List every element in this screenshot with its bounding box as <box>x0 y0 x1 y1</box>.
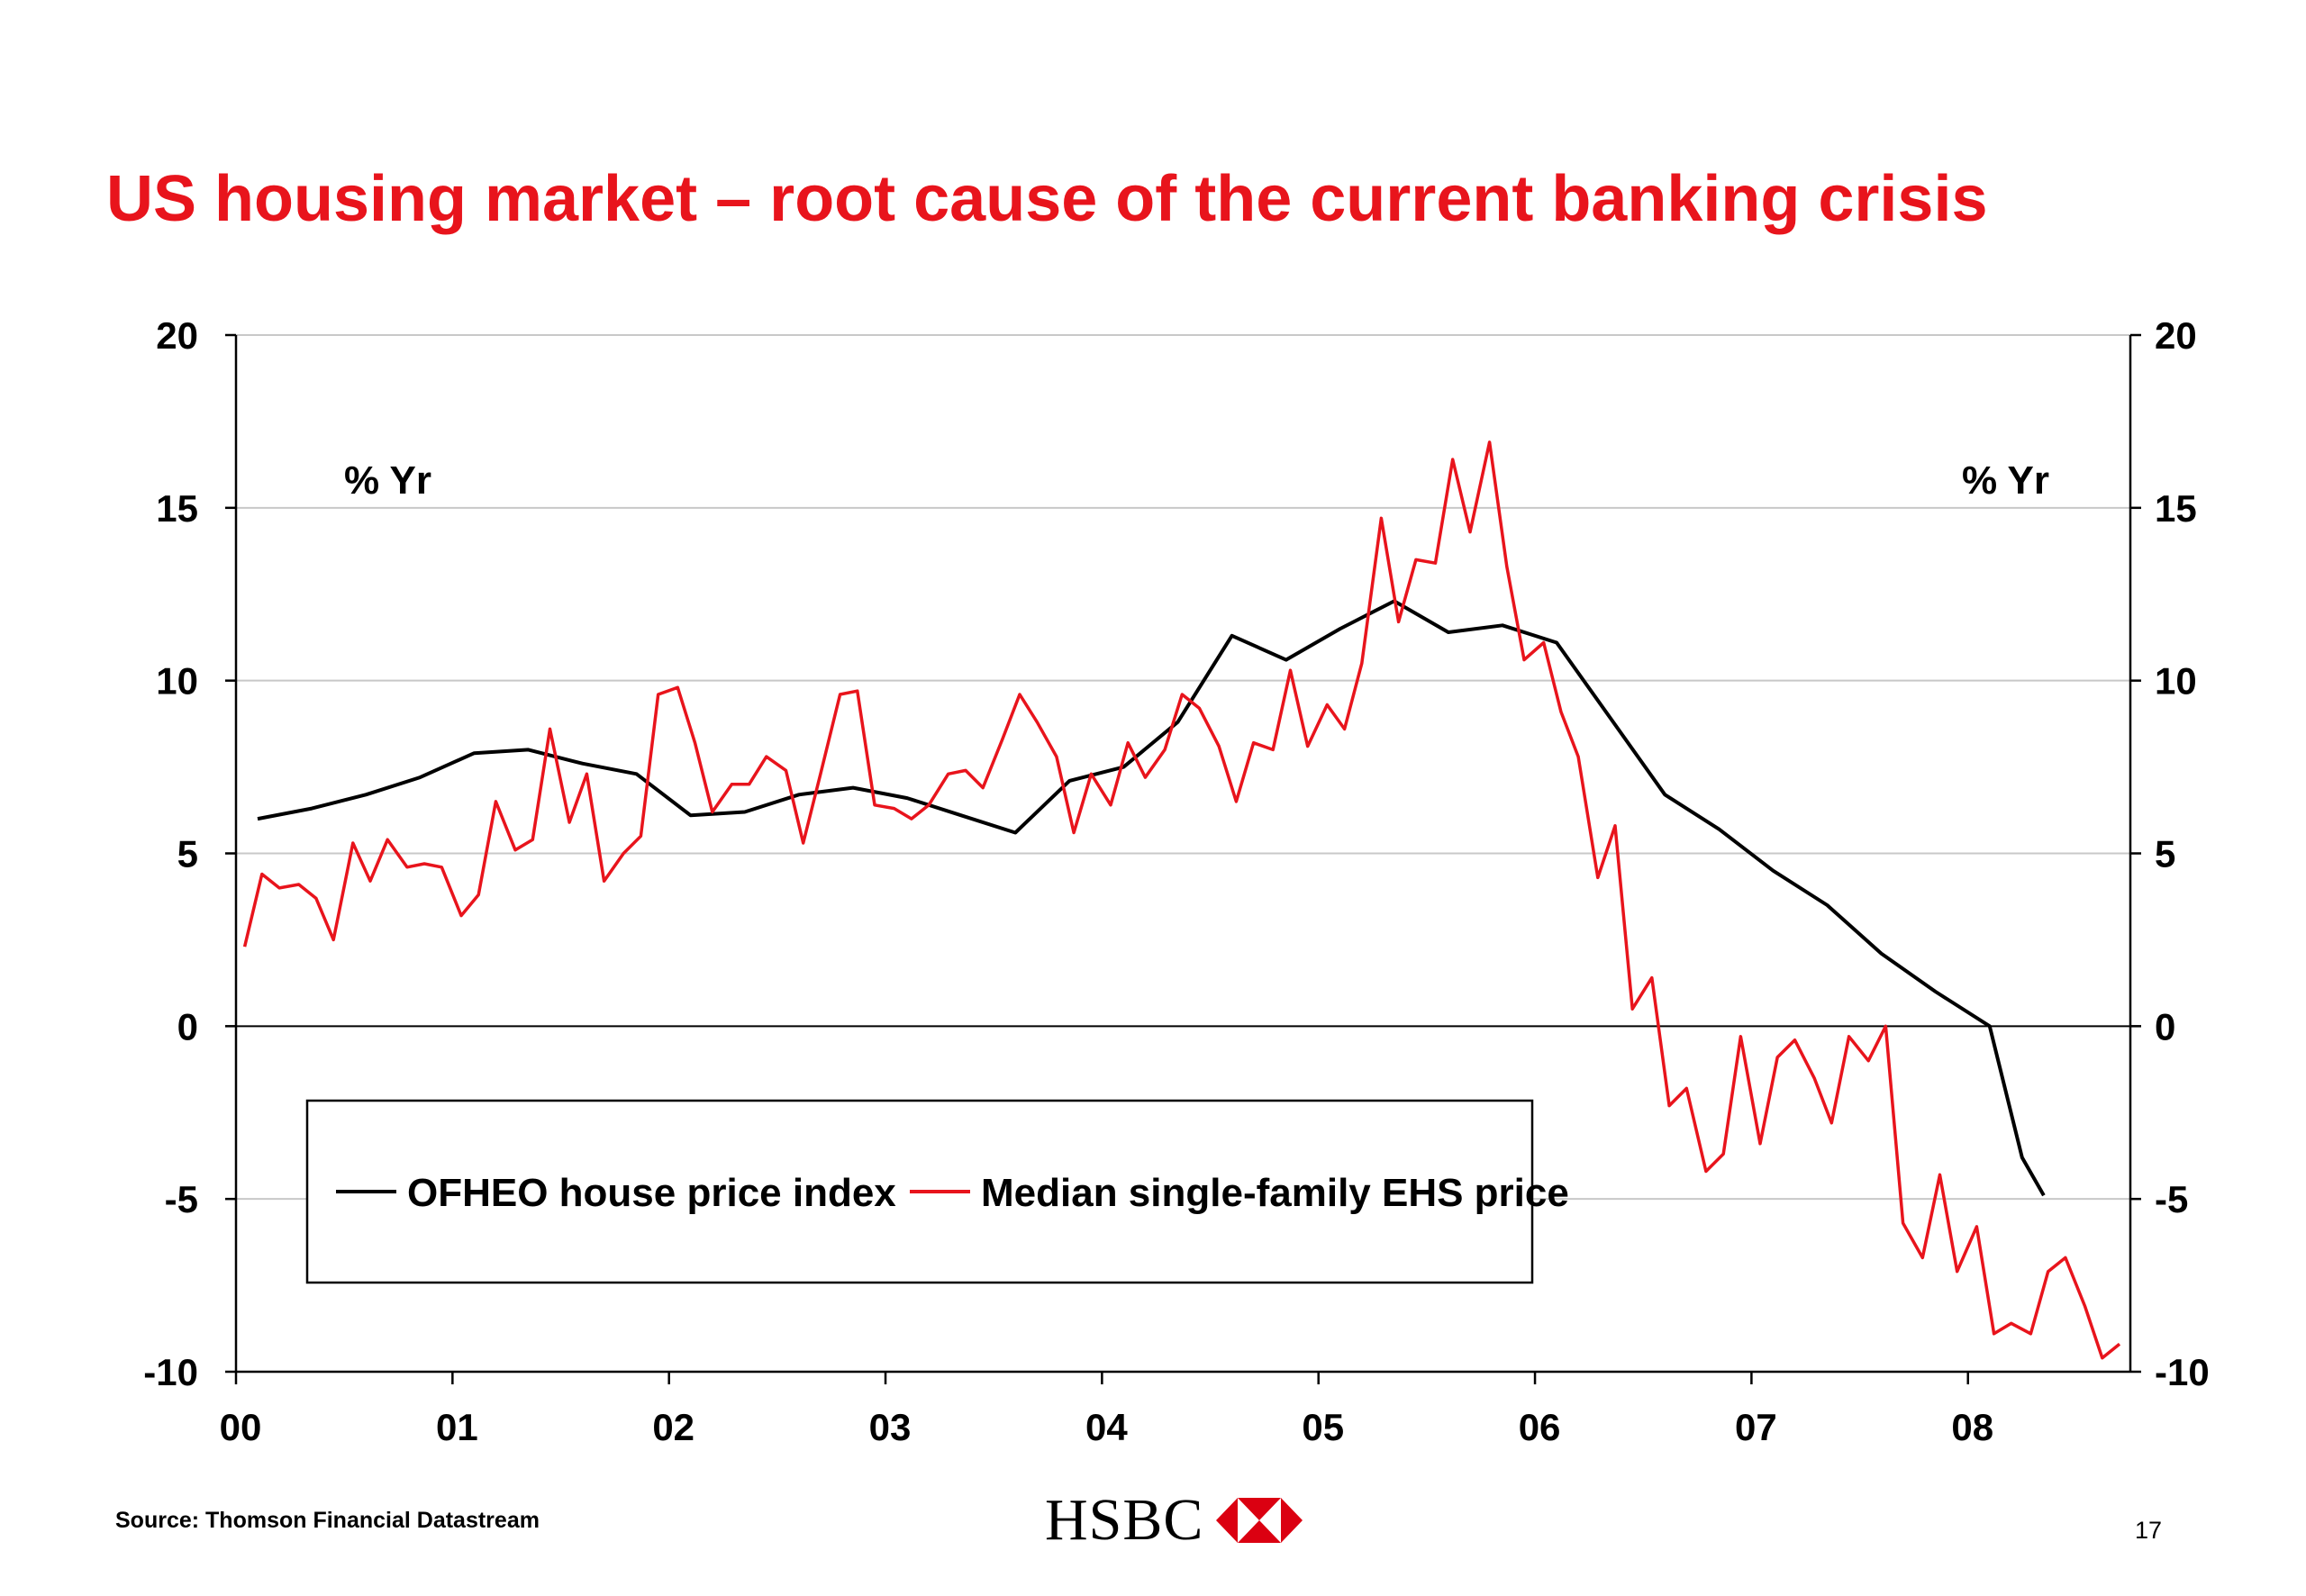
y-tick-label-right: 20 <box>2155 314 2197 357</box>
hsbc-logo: HSBC <box>1045 1486 1303 1555</box>
x-tick-label: 05 <box>1302 1406 1344 1448</box>
x-tick-label: 06 <box>1519 1406 1561 1448</box>
y-tick-label-right: 5 <box>2155 833 2175 875</box>
y-tick-label-left: 10 <box>156 660 198 703</box>
x-ticks: 00 01 02 03 04 05 06 07 08 <box>220 1372 1993 1448</box>
legend-label-median: Median single-family EHS price <box>981 1171 1569 1215</box>
logo-text: HSBC <box>1045 1487 1204 1553</box>
y-tick-label-right: 0 <box>2155 1005 2175 1047</box>
x-tick-label: 07 <box>1735 1406 1777 1448</box>
y-tick-label-left: 15 <box>156 487 198 530</box>
legend-label-ofheo: OFHEO house price index <box>407 1171 896 1215</box>
y-ticks-right: -10 -5 0 5 10 15 20 <box>2130 314 2210 1393</box>
y-tick-label-right: 10 <box>2155 660 2197 703</box>
series-line-median-ehs <box>242 440 2121 1360</box>
y-tick-label-right: 15 <box>2155 487 2197 530</box>
y-tick-label-left: 5 <box>177 833 198 875</box>
gridlines <box>236 334 2130 1201</box>
x-tick-label: 00 <box>220 1406 262 1448</box>
legend: OFHEO house price index Median single-fa… <box>305 1099 1569 1284</box>
y-ticks-left: -10 -5 0 5 10 15 20 <box>143 314 236 1393</box>
x-tick-label: 04 <box>1085 1406 1128 1448</box>
source-note: Source: Thomson Financial Datastream <box>115 1508 540 1533</box>
series-layer <box>242 440 2121 1360</box>
series-line-ofheo <box>257 599 2046 1197</box>
hexagon-logo-icon <box>1216 1498 1303 1543</box>
slide-title: US housing market – root cause of the cu… <box>106 163 1988 235</box>
y-tick-label-left: 0 <box>177 1005 198 1047</box>
y-tick-label-left: -5 <box>165 1178 198 1220</box>
y-unit-left: % Yr <box>344 458 431 503</box>
page-number: 17 <box>2135 1517 2163 1544</box>
x-tick-label: 08 <box>1951 1406 1993 1448</box>
x-tick-label: 02 <box>652 1406 695 1448</box>
y-tick-label-right: -5 <box>2155 1178 2188 1220</box>
y-tick-label-left: 20 <box>156 314 198 357</box>
y-tick-label-right: -10 <box>2155 1351 2210 1393</box>
y-tick-label-left: -10 <box>143 1351 198 1393</box>
x-tick-label: 03 <box>869 1406 912 1448</box>
x-tick-label: 01 <box>436 1406 478 1448</box>
y-unit-right: % Yr <box>1962 458 2049 503</box>
